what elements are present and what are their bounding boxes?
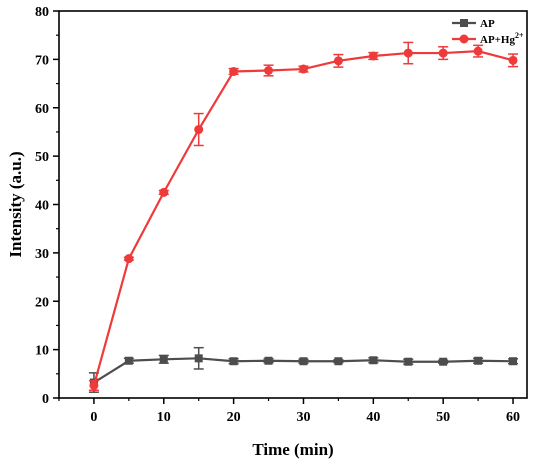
data-point	[124, 254, 134, 264]
data-point	[229, 357, 238, 366]
data-point	[159, 355, 168, 364]
x-axis: 0 10 20 30 40 50 60	[58, 398, 520, 425]
y-tick-label: 0	[42, 392, 49, 407]
y-tick-label: 20	[35, 295, 49, 310]
y-tick-label: 70	[35, 53, 49, 68]
data-point	[473, 46, 483, 56]
data-point	[299, 357, 308, 366]
data-point	[369, 356, 378, 365]
series-line	[92, 50, 514, 386]
x-tick-label: 20	[227, 410, 241, 425]
x-tick-label: 50	[436, 410, 450, 425]
data-point	[508, 55, 518, 65]
x-tick-label: 60	[506, 410, 520, 425]
legend-label: AP	[480, 18, 495, 30]
data-point	[194, 125, 204, 135]
data-point	[439, 357, 448, 366]
y-axis-title: Intensity (a.u.)	[6, 151, 25, 257]
data-point	[229, 66, 239, 76]
y-tick-label: 40	[35, 199, 49, 214]
y-tick-label: 30	[35, 247, 49, 262]
data-point	[124, 356, 133, 365]
data-point	[474, 356, 483, 365]
legend-label-text: AP+Hg	[480, 34, 515, 46]
legend-label: AP+Hg2+	[480, 31, 524, 46]
data-point	[404, 357, 413, 366]
y-tick-label: 10	[35, 344, 49, 359]
series-layer	[88, 41, 519, 393]
y-axis: 0 10 20 30 40 50 60 70 80	[35, 5, 59, 407]
x-tick-label: 40	[366, 410, 380, 425]
data-point	[334, 357, 343, 366]
x-tick-label: 30	[296, 410, 310, 425]
legend-marker	[460, 19, 468, 27]
y-tick-label: 80	[35, 5, 49, 20]
series-ap	[88, 346, 519, 393]
legend-item: AP+Hg2+	[452, 31, 524, 46]
data-point	[264, 66, 274, 76]
y-tick-label: 60	[35, 102, 49, 117]
data-point	[159, 187, 169, 197]
data-point	[264, 356, 273, 365]
legend-label-text: AP	[480, 18, 495, 30]
x-tick-label: 0	[90, 410, 97, 425]
data-point	[509, 357, 518, 366]
data-point	[368, 51, 378, 61]
data-point	[403, 48, 413, 58]
data-point	[438, 48, 448, 58]
series-ap-hg	[88, 41, 519, 392]
data-point	[194, 354, 203, 363]
legend-item: AP	[452, 18, 495, 30]
y-tick-label: 50	[35, 150, 49, 165]
legend-marker	[459, 34, 469, 44]
x-tick-label: 10	[157, 410, 171, 425]
data-point	[333, 56, 343, 66]
data-point	[298, 64, 308, 74]
x-axis-title: Time (min)	[252, 440, 333, 459]
data-point	[89, 380, 99, 390]
legend-label-superscript: 2+	[515, 31, 524, 40]
